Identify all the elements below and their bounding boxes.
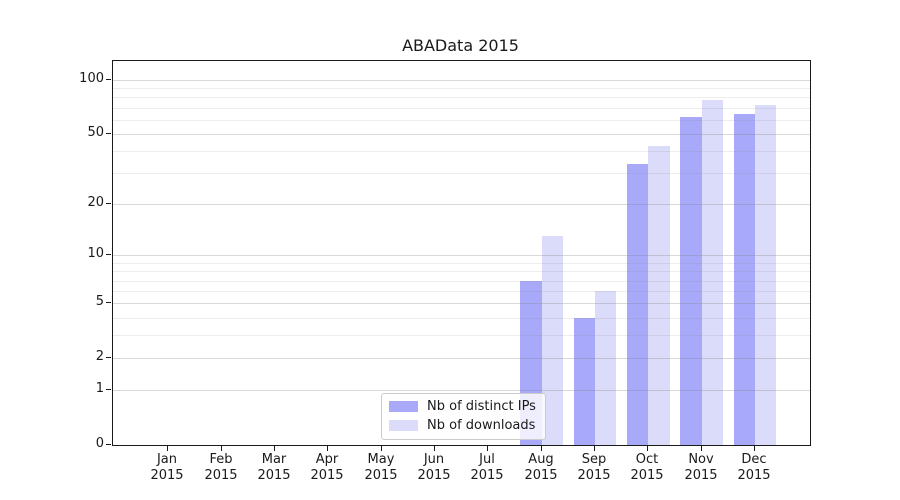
x-tick-label-jun: Jun 2015 (417, 452, 451, 483)
legend-item-downloads: Nb of downloads (389, 418, 536, 433)
bar-nb-of-downloads-aug (541, 236, 564, 445)
x-tick-feb (221, 446, 222, 451)
y-tick-5 (106, 302, 111, 303)
y-tick-20 (106, 203, 111, 204)
bar-nb-of-distinct-ips-dec (733, 113, 756, 445)
y-tick-2 (106, 357, 111, 358)
x-tick-jan (167, 446, 168, 451)
x-tick-aug (541, 446, 542, 451)
legend: Nb of distinct IPs Nb of downloads (381, 393, 546, 440)
y-tick-50 (106, 133, 111, 134)
y-tick-label-20: 20 (87, 195, 104, 210)
x-tick-mar (274, 446, 275, 451)
bars-layer (113, 61, 810, 445)
y-tick-10 (106, 254, 111, 255)
bar-nb-of-distinct-ips-sep (573, 317, 595, 445)
x-tick-jul (487, 446, 488, 451)
y-tick-label-50: 50 (87, 125, 104, 140)
chart-title: ABAData 2015 (402, 36, 519, 55)
y-tick-label-10: 10 (87, 246, 104, 261)
y-tick-label-5: 5 (95, 294, 104, 309)
y-tick-label-1: 1 (95, 381, 104, 396)
x-tick-nov (701, 446, 702, 451)
legend-swatch-downloads (389, 420, 418, 431)
bar-nb-of-distinct-ips-oct (626, 163, 649, 445)
x-tick-label-nov: Nov 2015 (684, 452, 718, 483)
y-tick-label-2: 2 (95, 349, 104, 364)
plot-area: Nb of distinct IPs Nb of downloads (112, 60, 811, 446)
x-tick-apr (327, 446, 328, 451)
bar-nb-of-distinct-ips-nov (680, 117, 702, 445)
x-tick-sep (594, 446, 595, 451)
x-tick-jun (434, 446, 435, 451)
y-tick-label-0: 0 (95, 436, 104, 451)
x-tick-label-oct: Oct 2015 (630, 452, 664, 483)
y-tick-0 (106, 444, 111, 445)
x-tick-label-jul: Jul 2015 (470, 452, 504, 483)
x-tick-label-jan: Jan 2015 (150, 452, 184, 483)
x-tick-label-apr: Apr 2015 (310, 452, 344, 483)
bar-nb-of-downloads-dec (755, 104, 777, 445)
legend-label-downloads: Nb of downloads (427, 418, 536, 433)
y-tick-1 (106, 389, 111, 390)
bar-nb-of-downloads-sep (595, 291, 617, 445)
x-tick-label-aug: Aug 2015 (524, 452, 558, 483)
y-tick-100 (106, 79, 111, 80)
x-tick-label-dec: Dec 2015 (737, 452, 771, 483)
x-tick-label-mar: Mar 2015 (257, 452, 291, 483)
x-tick-label-sep: Sep 2015 (577, 452, 611, 483)
x-tick-may (381, 446, 382, 451)
legend-label-distinct-ips: Nb of distinct IPs (427, 399, 536, 414)
bar-nb-of-downloads-nov (701, 100, 724, 445)
x-tick-label-may: May 2015 (364, 452, 398, 483)
bar-nb-of-downloads-oct (648, 145, 670, 445)
legend-item-distinct-ips: Nb of distinct IPs (389, 399, 536, 414)
legend-swatch-distinct-ips (389, 401, 418, 412)
x-tick-oct (647, 446, 648, 451)
x-tick-label-feb: Feb 2015 (204, 452, 238, 483)
y-tick-label-100: 100 (79, 71, 104, 86)
x-tick-dec (754, 446, 755, 451)
